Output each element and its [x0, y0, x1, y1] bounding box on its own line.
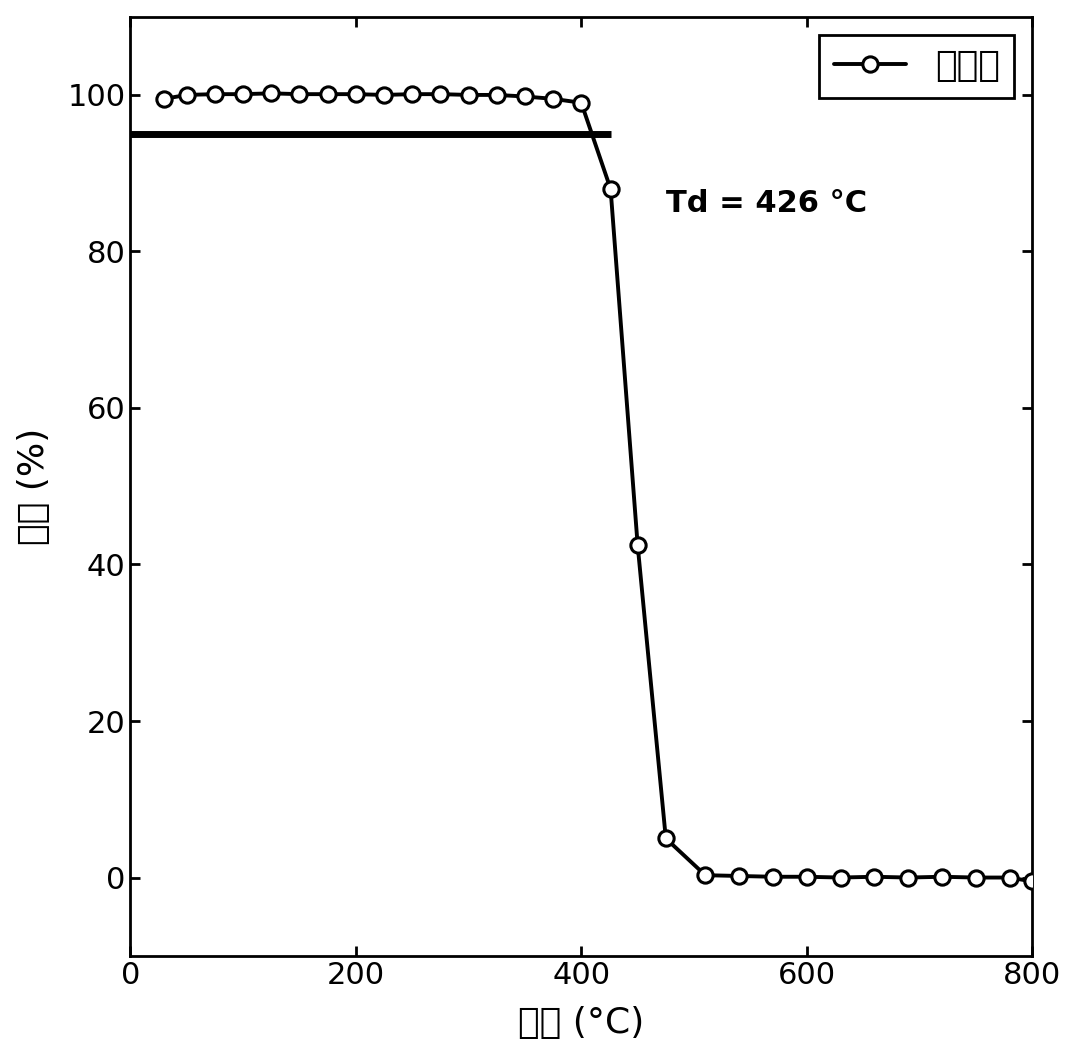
热失重 [157, 93, 170, 106]
热失重 [1004, 871, 1017, 884]
热失重 [265, 87, 278, 99]
热失重 [462, 89, 475, 101]
热失重 [575, 96, 588, 109]
热失重 [405, 88, 418, 100]
热失重 [868, 870, 881, 883]
热失重 [547, 93, 559, 106]
热失重 [180, 89, 193, 101]
热失重 [349, 88, 362, 100]
热失重 [834, 871, 847, 884]
热失重 [733, 870, 746, 883]
Y-axis label: 重量 (%): 重量 (%) [16, 428, 51, 544]
热失重 [490, 89, 503, 101]
Line: 热失重: 热失重 [156, 86, 1040, 889]
热失重 [519, 90, 531, 103]
热失重 [321, 88, 334, 100]
热失重 [433, 88, 446, 100]
热失重 [293, 88, 306, 100]
热失重 [699, 869, 711, 882]
热失重 [604, 183, 617, 196]
热失重 [631, 539, 644, 552]
热失重 [1026, 875, 1039, 888]
热失重 [969, 871, 982, 884]
热失重 [901, 871, 914, 884]
热失重 [800, 870, 813, 883]
X-axis label: 温度 (°C): 温度 (°C) [519, 1006, 645, 1040]
热失重 [766, 870, 779, 883]
热失重 [236, 88, 249, 100]
Text: Td = 426 °C: Td = 426 °C [666, 189, 867, 218]
热失重 [377, 89, 390, 101]
Legend: 热失重: 热失重 [819, 35, 1014, 97]
热失重 [936, 870, 949, 883]
热失重 [660, 832, 673, 845]
热失重 [208, 88, 221, 100]
